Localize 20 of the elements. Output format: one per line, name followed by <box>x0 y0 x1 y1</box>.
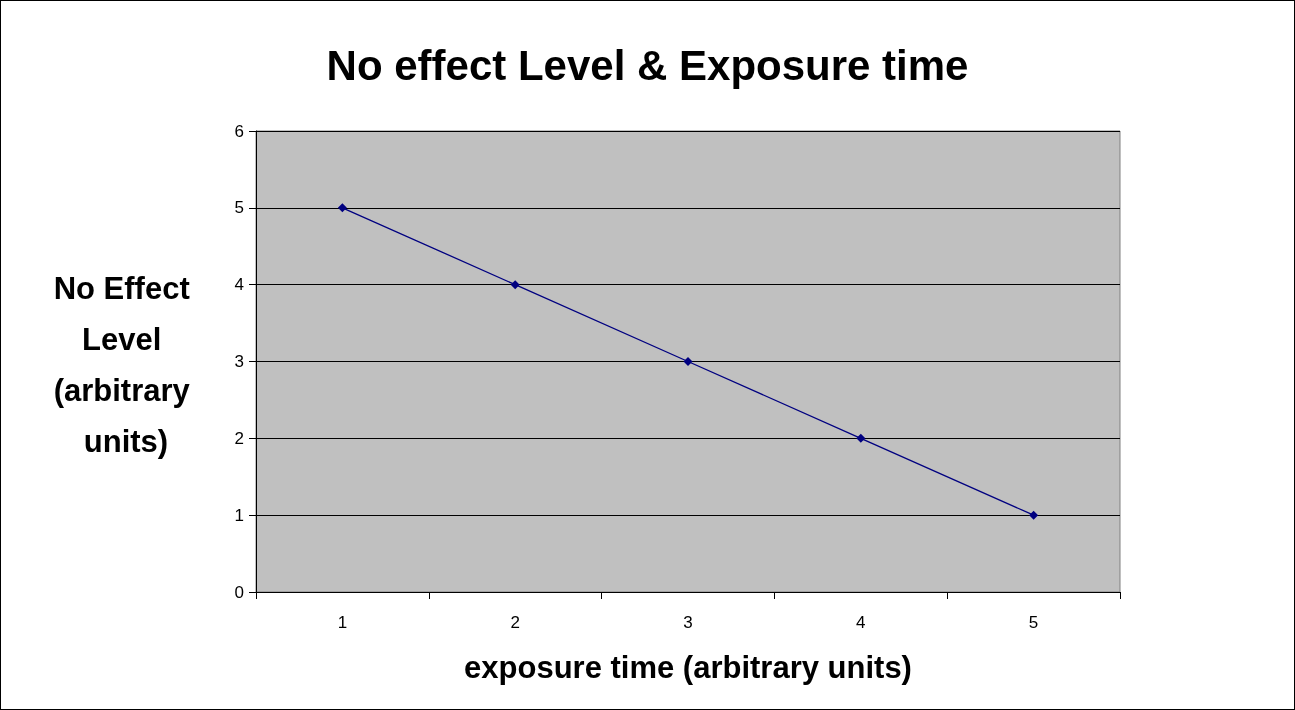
point <box>683 357 693 366</box>
y-tick-label: 5 <box>234 198 244 218</box>
y-tick-label: 0 <box>234 582 244 602</box>
x-tick-label: 5 <box>1028 613 1039 632</box>
y-tick-label: 2 <box>234 428 244 448</box>
y-tick-label: 3 <box>234 352 244 371</box>
x-tick-label: 4 <box>856 613 866 632</box>
point <box>337 203 347 213</box>
x-tick-label: 3 <box>683 613 693 632</box>
y-axis-title: No Effect Level (arbitrary units) <box>53 271 199 459</box>
x-tick-label: 1 <box>337 613 348 632</box>
chart-title: No effect Level & Exposure time <box>326 41 969 89</box>
y-tick-label: 4 <box>234 275 244 295</box>
x-axis-title: exposure time (arbitrary units) <box>464 650 912 685</box>
y-tick-label: 1 <box>234 505 244 525</box>
point <box>856 433 866 443</box>
x-tick-label: 2 <box>510 613 520 632</box>
y-tick-label: 6 <box>234 121 244 141</box>
point <box>1029 510 1039 520</box>
point <box>510 280 520 290</box>
